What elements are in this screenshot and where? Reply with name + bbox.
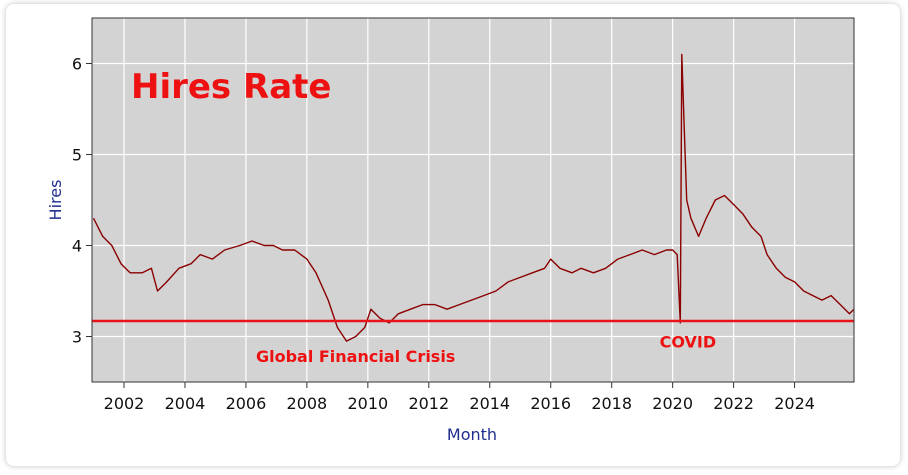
x-tick-label: 2006 <box>226 394 267 413</box>
y-tick-label: 3 <box>72 328 82 347</box>
y-tick-label: 4 <box>72 237 82 256</box>
x-axis-title: Month <box>447 425 497 444</box>
x-tick-label: 2012 <box>408 394 449 413</box>
series-layer <box>92 53 855 342</box>
y-axis-title: Hires <box>46 180 65 221</box>
x-tick-label: 2010 <box>347 394 388 413</box>
series-line-0 <box>92 53 855 342</box>
x-tick-label: 2020 <box>652 394 693 413</box>
x-tick-label: 2008 <box>287 394 328 413</box>
x-tick-label: 2014 <box>469 394 510 413</box>
y-tick-label: 6 <box>72 55 82 74</box>
y-axis-ticks: 3 4 5 6 <box>72 55 92 347</box>
x-tick-label: 2004 <box>165 394 206 413</box>
annotation-gfc: Global Financial Crisis <box>256 347 455 366</box>
x-tick-label: 2018 <box>591 394 632 413</box>
x-tick-label: 2022 <box>713 394 754 413</box>
y-tick-label: 5 <box>72 146 82 165</box>
plot-border <box>91 17 855 383</box>
x-tick-label: 2002 <box>104 394 145 413</box>
chart-title: Hires Rate <box>131 67 331 107</box>
annotation-covid: COVID <box>660 332 717 351</box>
x-tick-label: 2024 <box>774 394 815 413</box>
x-axis-ticks: 2002 2004 2006 2008 2010 2012 2014 2016 2018 2020… <box>104 382 815 413</box>
x-tick-label: 2016 <box>530 394 571 413</box>
